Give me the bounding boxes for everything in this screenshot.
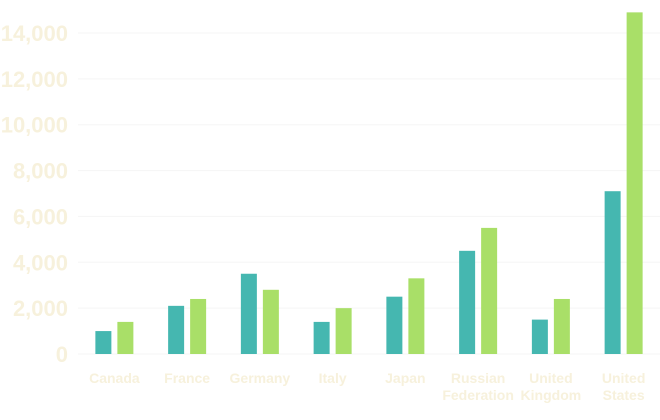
x-tick-label-japan: Japan xyxy=(385,370,425,386)
y-tick-label-2000: 2,000 xyxy=(13,296,68,321)
x-tick-label-united-states: United States xyxy=(602,370,646,403)
bar-japan-series-1 xyxy=(386,296,403,354)
bar-united-kingdom-series-1 xyxy=(531,319,548,354)
y-tick-label-0: 0 xyxy=(56,342,68,367)
y-axis: 0 2,000 4,000 6,000 8,000 10,000 12,000 14,000 xyxy=(1,21,68,367)
bar-italy-series-1 xyxy=(313,321,330,354)
y-tick-label-8000: 8,000 xyxy=(13,159,68,184)
y-tick-label-14000: 14,000 xyxy=(1,21,68,46)
bar-united-kingdom-series-2 xyxy=(553,298,570,354)
grid-lines xyxy=(78,32,660,355)
bars-group xyxy=(95,12,643,354)
bar-united-states-series-2 xyxy=(626,12,643,354)
bar-germany-series-1 xyxy=(240,273,257,354)
y-tick-label-6000: 6,000 xyxy=(13,204,68,229)
x-axis: Canada France Germany Italy Japan Russian Fede… xyxy=(89,370,645,403)
x-tick-label-canada: Canada xyxy=(89,370,140,386)
bar-france-series-2 xyxy=(190,298,207,354)
y-tick-label-10000: 10,000 xyxy=(1,113,68,138)
bar-japan-series-2 xyxy=(408,278,425,354)
x-tick-label-russian-federation: Russian Federation xyxy=(442,370,514,403)
x-tick-label-italy: Italy xyxy=(319,370,347,386)
bar-canada-series-1 xyxy=(95,331,112,354)
x-tick-label-france: France xyxy=(164,370,210,386)
bar-russian-federation-series-2 xyxy=(481,227,498,354)
bar-italy-series-2 xyxy=(335,308,352,354)
bar-france-series-1 xyxy=(168,305,185,354)
bar-russian-federation-series-1 xyxy=(459,250,476,354)
x-tick-label-united-kingdom: United Kingdom xyxy=(521,370,582,403)
y-tick-label-12000: 12,000 xyxy=(1,67,68,92)
x-tick-label-germany: Germany xyxy=(230,370,291,386)
y-tick-label-4000: 4,000 xyxy=(13,250,68,275)
bar-germany-series-2 xyxy=(262,289,279,354)
bar-united-states-series-1 xyxy=(604,191,621,354)
bar-canada-series-2 xyxy=(117,321,134,354)
